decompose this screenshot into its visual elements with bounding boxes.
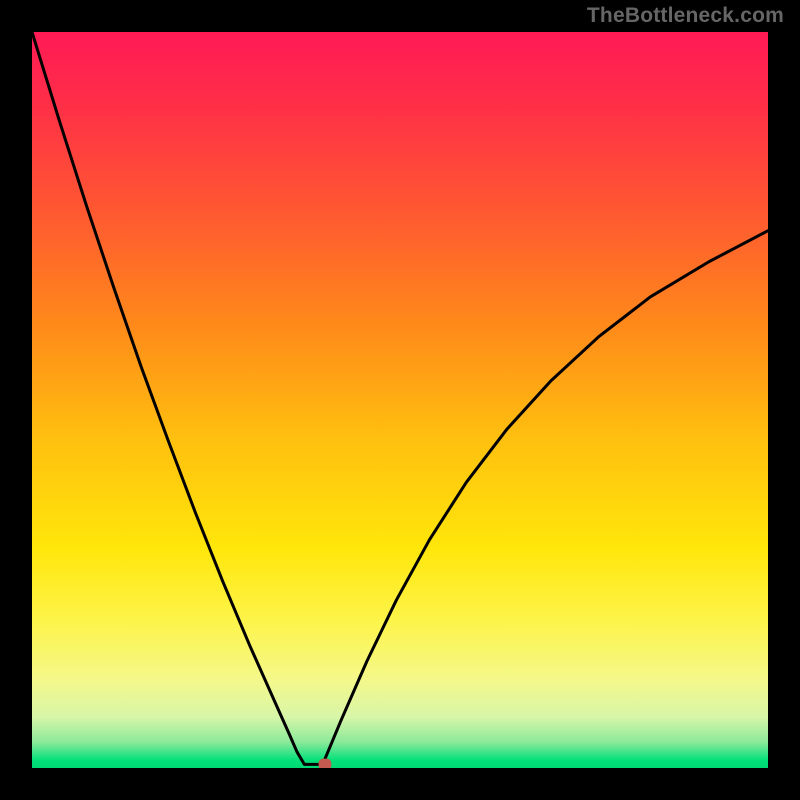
bottleneck-chart (0, 0, 800, 800)
chart-frame: TheBottleneck.com (0, 0, 800, 800)
watermark-text: TheBottleneck.com (587, 4, 784, 28)
chart-background (32, 32, 768, 768)
optimal-point-marker (319, 759, 331, 769)
